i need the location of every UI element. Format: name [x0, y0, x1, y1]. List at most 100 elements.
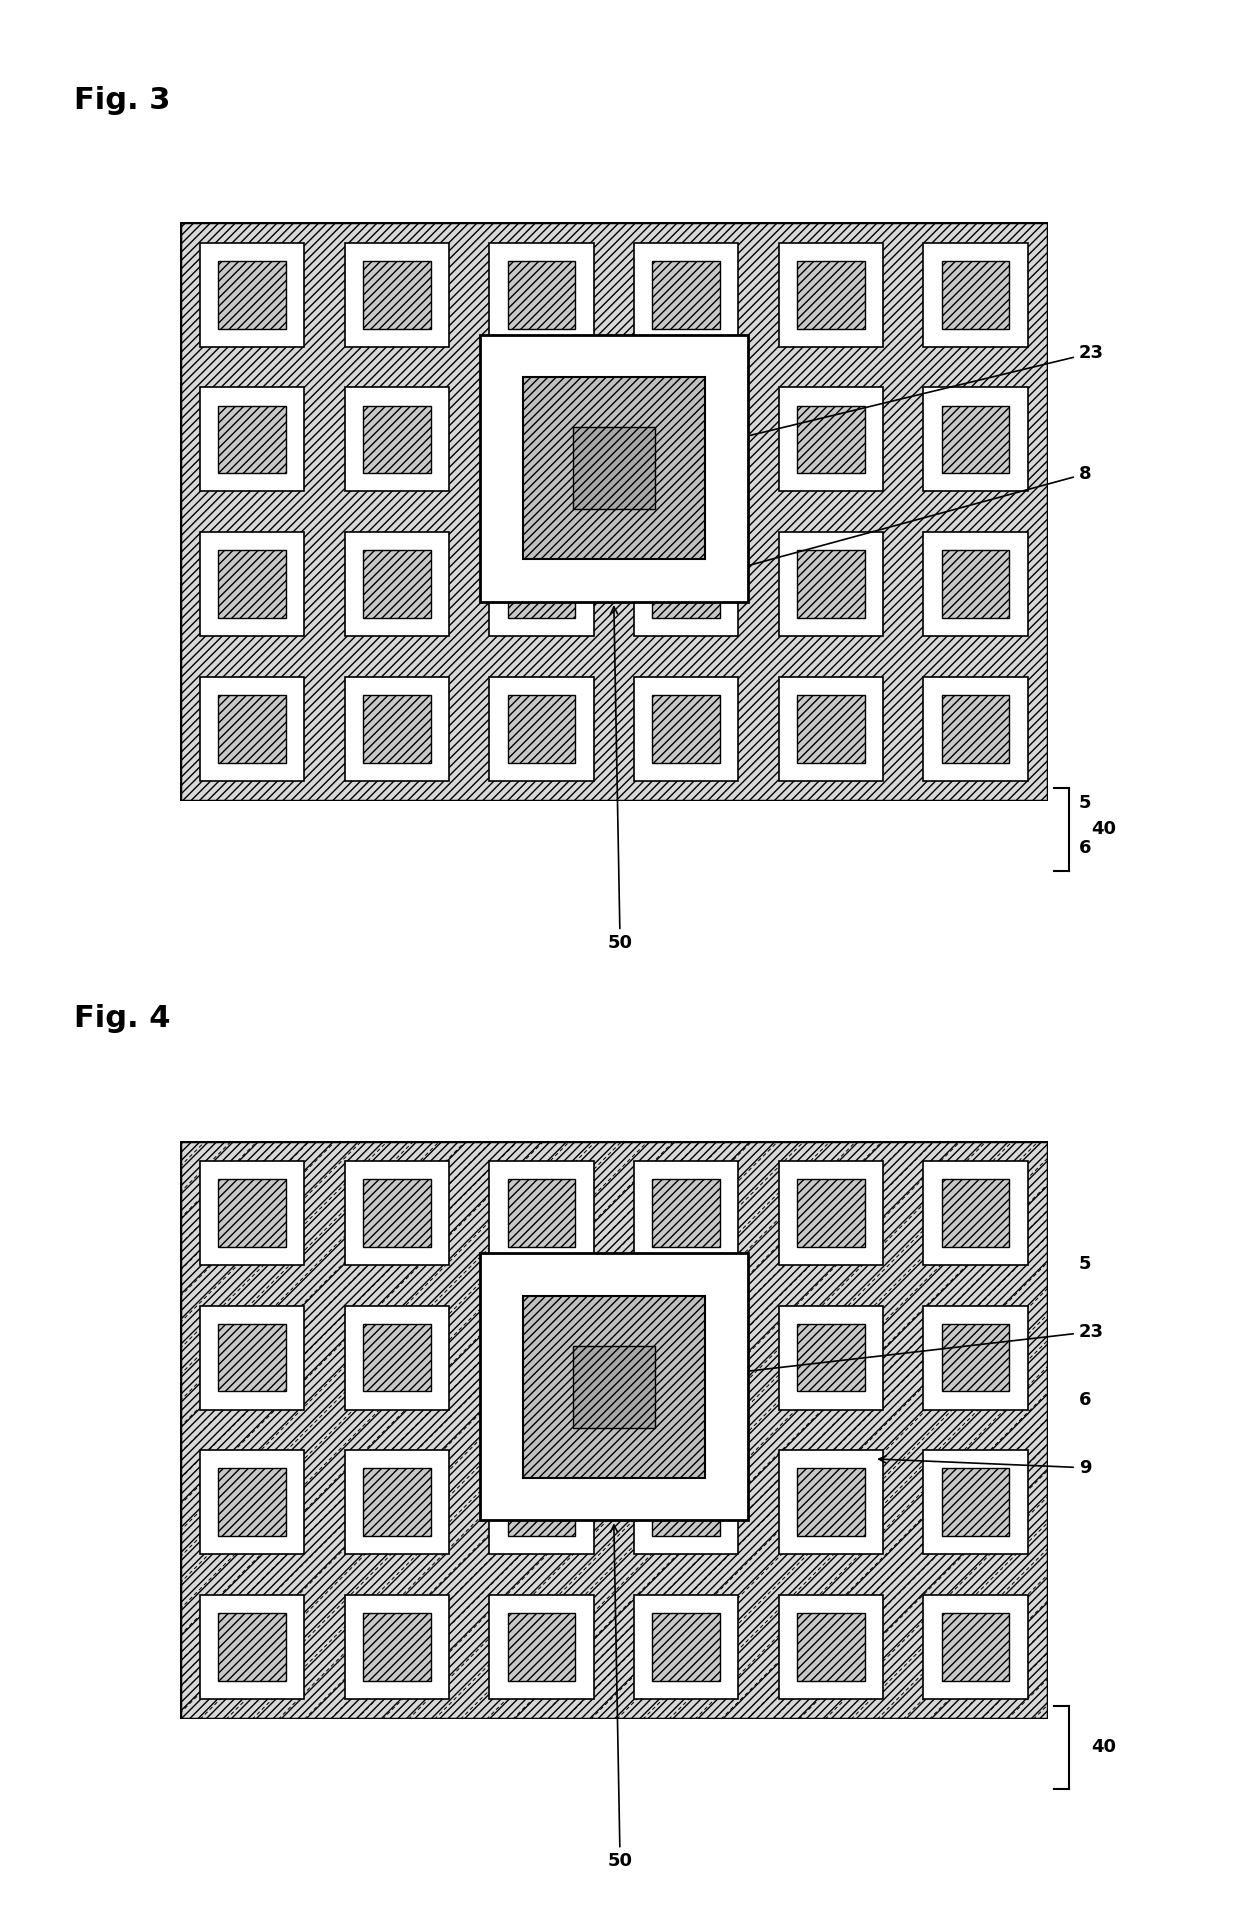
Bar — [779, 243, 883, 346]
Bar — [363, 1324, 430, 1391]
Bar — [634, 1450, 738, 1555]
Text: 50: 50 — [608, 1525, 632, 1871]
Bar — [345, 1305, 449, 1410]
Bar — [363, 694, 430, 763]
Bar — [941, 260, 1009, 329]
Bar — [941, 406, 1009, 473]
Bar — [200, 532, 304, 637]
Text: 5: 5 — [1079, 1255, 1091, 1272]
Bar — [218, 1178, 286, 1247]
Bar — [507, 551, 575, 618]
Bar — [779, 1595, 883, 1699]
Text: 23: 23 — [619, 1322, 1104, 1389]
Bar — [797, 1178, 864, 1247]
Bar — [200, 386, 304, 492]
Text: 40: 40 — [1091, 821, 1116, 838]
Bar — [634, 677, 738, 781]
Bar — [218, 551, 286, 618]
Bar — [490, 1450, 594, 1555]
Bar — [200, 1595, 304, 1699]
Text: 8: 8 — [619, 465, 1091, 603]
Bar — [345, 1450, 449, 1555]
Bar — [924, 677, 1028, 781]
Bar — [652, 551, 720, 618]
Text: 6: 6 — [1079, 1391, 1091, 1408]
Bar — [924, 386, 1028, 492]
Bar — [363, 551, 430, 618]
Bar — [200, 1450, 304, 1555]
Text: 5: 5 — [1079, 794, 1091, 811]
Bar — [779, 386, 883, 492]
Bar — [345, 386, 449, 492]
Bar — [363, 1469, 430, 1536]
Bar — [634, 1595, 738, 1699]
Bar — [218, 406, 286, 473]
Bar — [797, 260, 864, 329]
Bar — [924, 1305, 1028, 1410]
Bar — [490, 243, 594, 346]
Bar — [634, 243, 738, 346]
Bar — [779, 1450, 883, 1555]
Bar — [507, 260, 575, 329]
Bar — [345, 532, 449, 637]
Bar — [779, 532, 883, 637]
Bar — [345, 677, 449, 781]
Bar — [218, 1469, 286, 1536]
Bar — [797, 551, 864, 618]
Bar — [218, 1324, 286, 1391]
Text: Fig. 4: Fig. 4 — [74, 1004, 171, 1033]
Bar — [652, 1469, 720, 1536]
Bar — [634, 1161, 738, 1264]
Bar — [779, 1161, 883, 1264]
Bar — [363, 1613, 430, 1682]
Text: 6: 6 — [1079, 840, 1091, 857]
Bar — [941, 551, 1009, 618]
Bar — [652, 1613, 720, 1682]
Bar — [523, 1295, 704, 1477]
Bar — [652, 694, 720, 763]
Bar — [634, 532, 738, 637]
Bar — [200, 243, 304, 346]
Bar — [507, 1613, 575, 1682]
Bar — [779, 1305, 883, 1410]
Bar — [363, 1178, 430, 1247]
Bar — [345, 243, 449, 346]
Bar — [941, 1613, 1009, 1682]
Bar — [200, 1305, 304, 1410]
Bar — [345, 1161, 449, 1264]
Bar — [363, 406, 430, 473]
Bar — [797, 1469, 864, 1536]
Bar — [924, 1450, 1028, 1555]
Bar — [490, 532, 594, 637]
Bar — [218, 260, 286, 329]
Bar — [941, 1178, 1009, 1247]
Bar — [941, 694, 1009, 763]
Bar — [797, 1613, 864, 1682]
Bar — [941, 1324, 1009, 1391]
Bar — [797, 1324, 864, 1391]
Bar — [507, 1178, 575, 1247]
Bar — [523, 377, 704, 559]
Text: 23: 23 — [619, 344, 1104, 469]
Bar — [218, 1613, 286, 1682]
Bar — [924, 532, 1028, 637]
Bar — [490, 677, 594, 781]
Bar — [941, 1469, 1009, 1536]
Bar — [507, 1469, 575, 1536]
Bar — [924, 1161, 1028, 1264]
Text: 50: 50 — [608, 606, 632, 953]
Bar — [779, 677, 883, 781]
Text: 40: 40 — [1091, 1739, 1116, 1756]
Bar — [200, 1161, 304, 1264]
Bar — [490, 1161, 594, 1264]
Text: Fig. 3: Fig. 3 — [74, 86, 171, 115]
Text: 9: 9 — [879, 1456, 1091, 1477]
Bar — [652, 260, 720, 329]
Bar — [200, 677, 304, 781]
Bar — [507, 694, 575, 763]
Bar — [924, 243, 1028, 346]
Bar — [345, 1595, 449, 1699]
Bar — [573, 427, 655, 509]
Bar — [363, 260, 430, 329]
Bar — [490, 1595, 594, 1699]
